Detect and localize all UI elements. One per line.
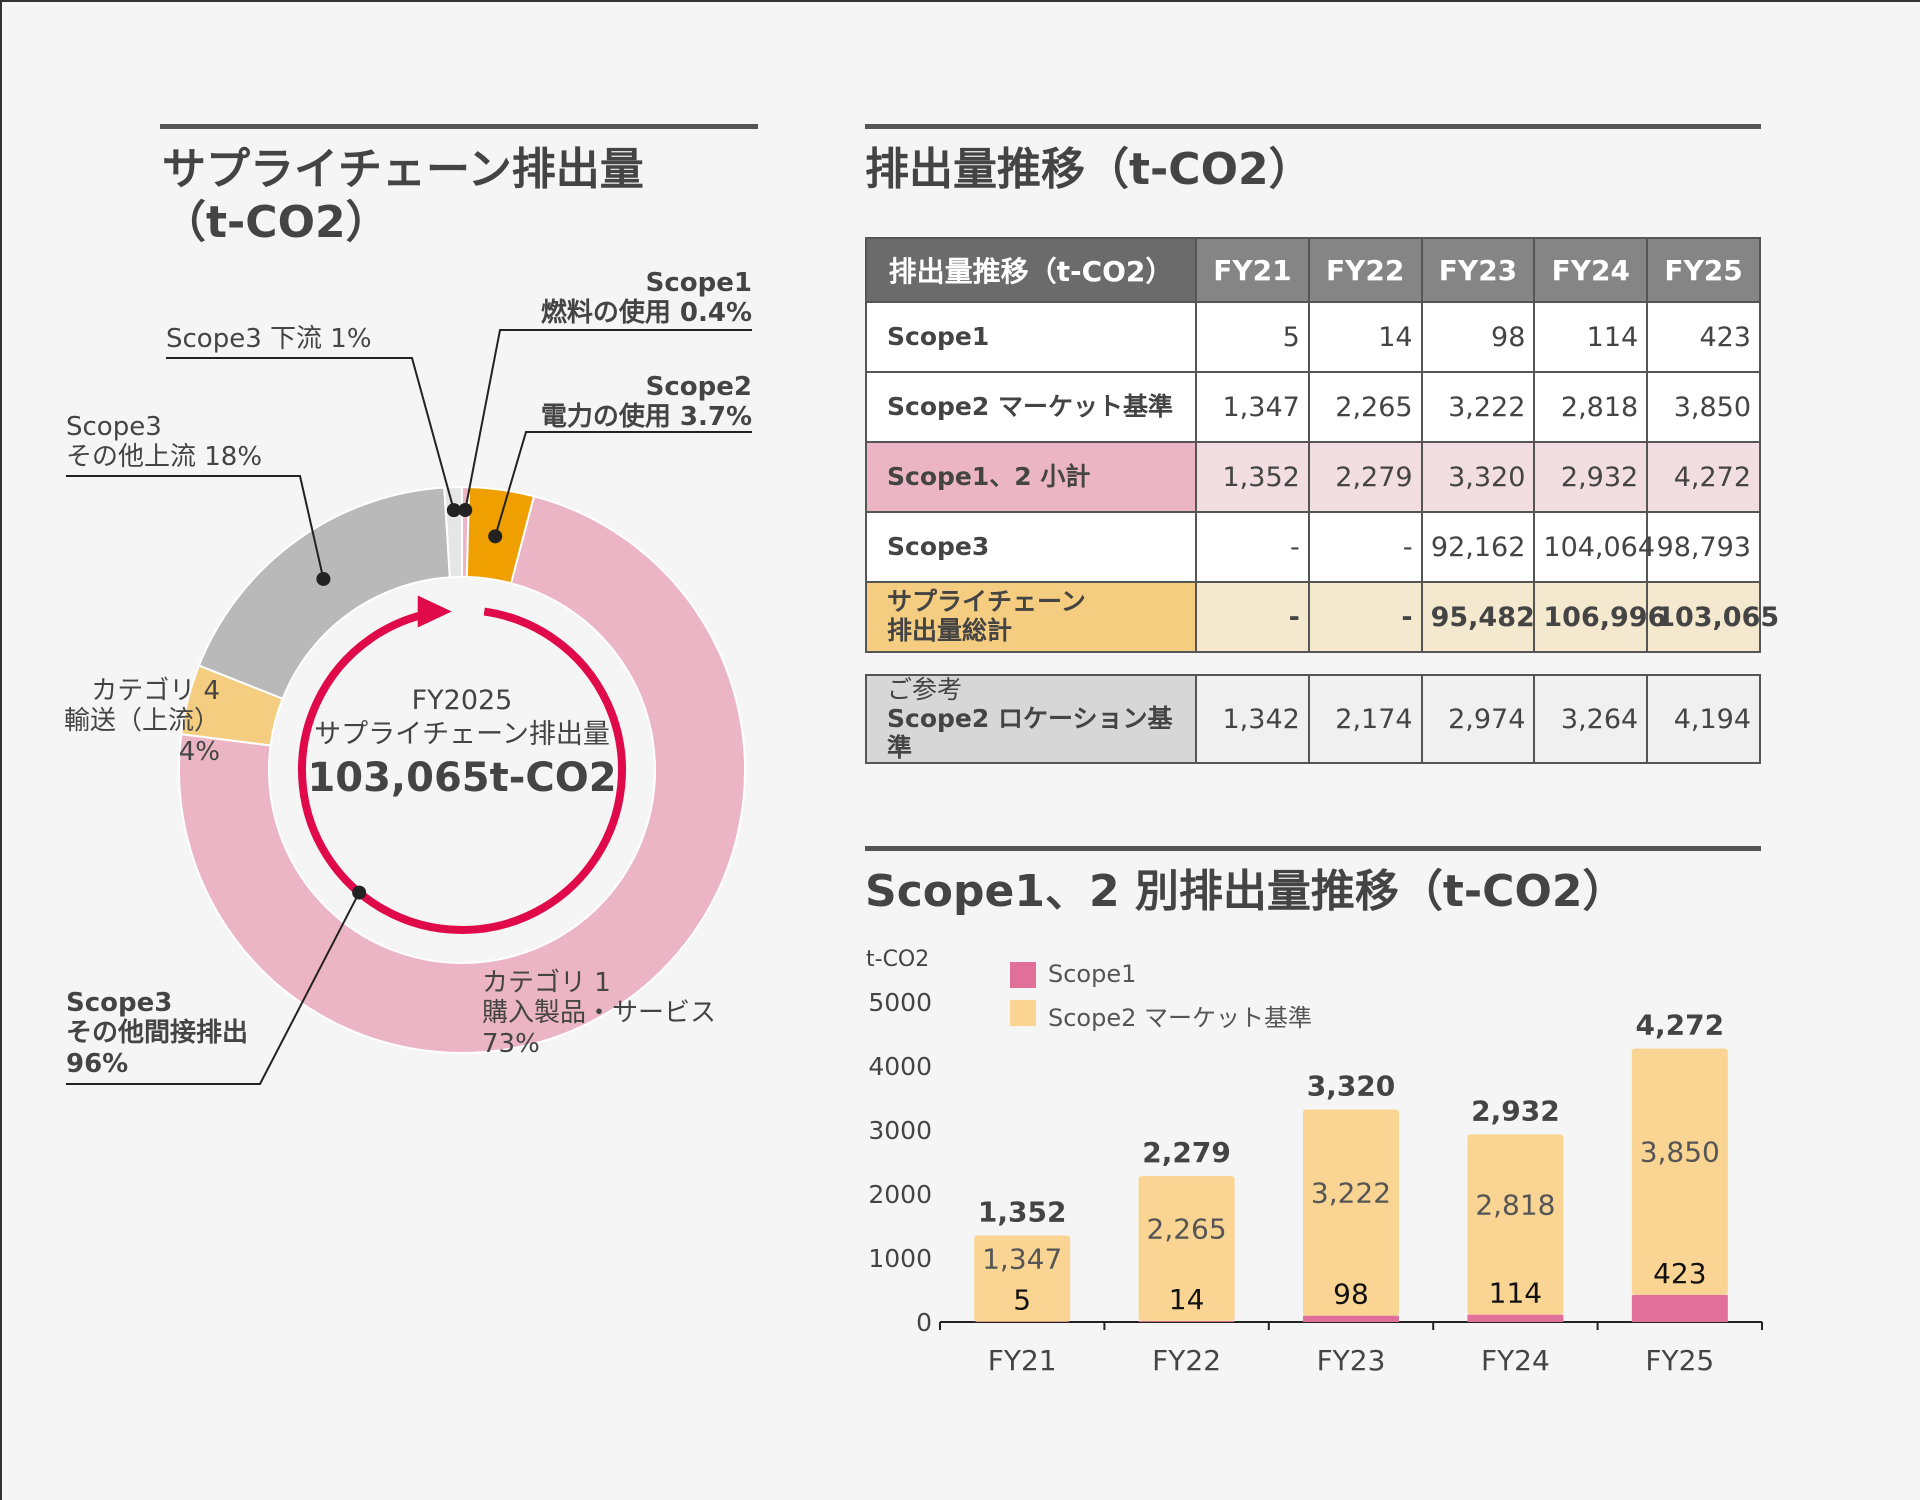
cycle-arrowhead (417, 595, 452, 628)
row-label: Scope1 (865, 301, 1197, 373)
donut-slice-category1 (178, 495, 746, 1054)
donut-slice-scope3-other-upstream (197, 486, 451, 701)
cell: 4,194 (1646, 673, 1761, 765)
emissions-table: 排出量推移（t-CO2） FY21 FY22 FY23 FY24 FY25 Sc… (865, 237, 1779, 653)
table-section-rule (865, 124, 1761, 129)
cell: 114 (1533, 301, 1649, 373)
label-scope3-downstream: Scope3 下流 1% (166, 324, 372, 354)
cell: 1,352 (1195, 441, 1310, 513)
label-scope3-indirect: Scope3 その他間接排出 96% (66, 988, 249, 1079)
table-row-scope3: Scope3 - - 92,162 104,064 98,793 (865, 511, 1761, 583)
cell: - (1195, 581, 1310, 653)
center-year: FY2025 (411, 685, 513, 716)
cell: 2,932 (1533, 441, 1649, 513)
label-scope3-other-upstream: Scope3 その他上流 18% (66, 412, 263, 473)
label-scope1: Scope1 燃料の使用 0.4% (540, 268, 752, 329)
cell: 3,264 (1533, 673, 1649, 765)
leader-line-scope3-other-upstream (66, 475, 325, 580)
cell: - (1195, 511, 1310, 583)
cell: 3,222 (1420, 371, 1536, 443)
cycle-arrow (298, 607, 626, 934)
leader-line-scope2 (494, 431, 752, 537)
donut-center-text: FY2025 サプライチェーン排出量 103,065t-CO2 (282, 684, 642, 804)
table-header-fy22: FY22 (1307, 237, 1423, 303)
cell: 92,162 (1420, 511, 1536, 583)
cell: 95,482 (1420, 581, 1536, 653)
leader-line-scope1 (464, 329, 752, 511)
table-row-scope2: Scope2 マーケット基準 1,347 2,265 3,222 2,818 3… (865, 371, 1761, 443)
cell: 104,064 (1533, 511, 1655, 583)
cell: - (1307, 581, 1423, 653)
cell: 14 (1307, 301, 1423, 373)
cell: - (1307, 511, 1423, 583)
table-row-reference: ご参考 Scope2 ロケーション基準 1,342 2,174 2,974 3,2… (865, 673, 1761, 765)
legend-swatch-scope1 (1010, 962, 1036, 988)
cell: 2,974 (1420, 673, 1536, 765)
leader-dot-scope3-other-upstream (316, 571, 331, 586)
donut-section-title: サプライチェーン排出量 （t-CO2） (162, 144, 644, 250)
leader-dot-scope1 (458, 503, 473, 518)
legend-swatch-scope2 (1010, 1000, 1036, 1026)
reference-table: ご参考 Scope2 ロケーション基準 1,342 2,174 2,974 3,2… (865, 673, 1761, 765)
row-label: ご参考 Scope2 ロケーション基準 (865, 673, 1197, 765)
leader-dot-scope2 (488, 529, 503, 544)
leader-dot-scope3-indirect (352, 885, 367, 900)
table-row-scope1: Scope1 5 14 98 114 423 (865, 301, 1761, 373)
table-row-subtotal: Scope1、2 小計 1,352 2,279 3,320 2,932 4,27… (865, 441, 1761, 513)
table-header-fy25: FY25 (1646, 237, 1761, 303)
row-label: Scope1、2 小計 (865, 441, 1197, 513)
label-category1: カテゴリ 1 購入製品・サービス 73% (482, 968, 717, 1059)
bar-section-rule (865, 846, 1761, 851)
legend-label-scope2: Scope2 マーケット基準 (1048, 1004, 1313, 1032)
table-section-title: 排出量推移（t-CO2） (865, 144, 1313, 195)
legend-label-scope1: Scope1 (1048, 960, 1137, 988)
label-category4: カテゴリ 4 輸送（上流） 4% (63, 676, 220, 767)
donut-section-rule (160, 124, 758, 129)
table-header-row: 排出量推移（t-CO2） FY21 FY22 FY23 FY24 FY25 (865, 237, 1761, 303)
cell: 2,818 (1533, 371, 1649, 443)
row-label: サプライチェーン 排出量総計 (865, 581, 1197, 653)
cell: 4,272 (1646, 441, 1761, 513)
leader-line-scope3-downstream (166, 357, 455, 511)
center-total: 103,065t-CO2 (307, 755, 617, 801)
cell: 3,320 (1420, 441, 1536, 513)
cell: 98 (1420, 301, 1536, 373)
cell: 2,279 (1307, 441, 1423, 513)
table-header-fy23: FY23 (1420, 237, 1536, 303)
table-header-label: 排出量推移（t-CO2） (865, 237, 1197, 303)
table-header-fy21: FY21 (1195, 237, 1310, 303)
row-label: Scope3 (865, 511, 1197, 583)
cell: 423 (1646, 301, 1761, 373)
table-header-fy24: FY24 (1533, 237, 1649, 303)
cell: 3,850 (1646, 371, 1761, 443)
cell: 1,347 (1195, 371, 1310, 443)
label-scope2: Scope2 電力の使用 3.7% (540, 372, 752, 433)
donut-title-line1: サプライチェーン排出量 (162, 144, 644, 195)
cell: 98,793 (1646, 511, 1761, 583)
cell: 106,996 (1533, 581, 1666, 653)
leader-dot-scope3-downstream (446, 503, 461, 518)
cell: 1,342 (1195, 673, 1310, 765)
cell: 2,174 (1307, 673, 1423, 765)
donut-title-line2: （t-CO2） (162, 196, 390, 248)
leader-line-scope3-indirect (66, 892, 361, 1085)
center-subtitle: サプライチェーン排出量 (314, 719, 610, 750)
cell: 103,065 (1646, 581, 1779, 653)
cell: 2,265 (1307, 371, 1423, 443)
table-row-total: サプライチェーン 排出量総計 - - 95,482 106,996 103,065 (865, 581, 1779, 653)
row-label: Scope2 マーケット基準 (865, 371, 1197, 443)
bar-section-title: Scope1、2 別排出量推移（t-CO2） (865, 866, 1627, 917)
cell: 5 (1195, 301, 1310, 373)
